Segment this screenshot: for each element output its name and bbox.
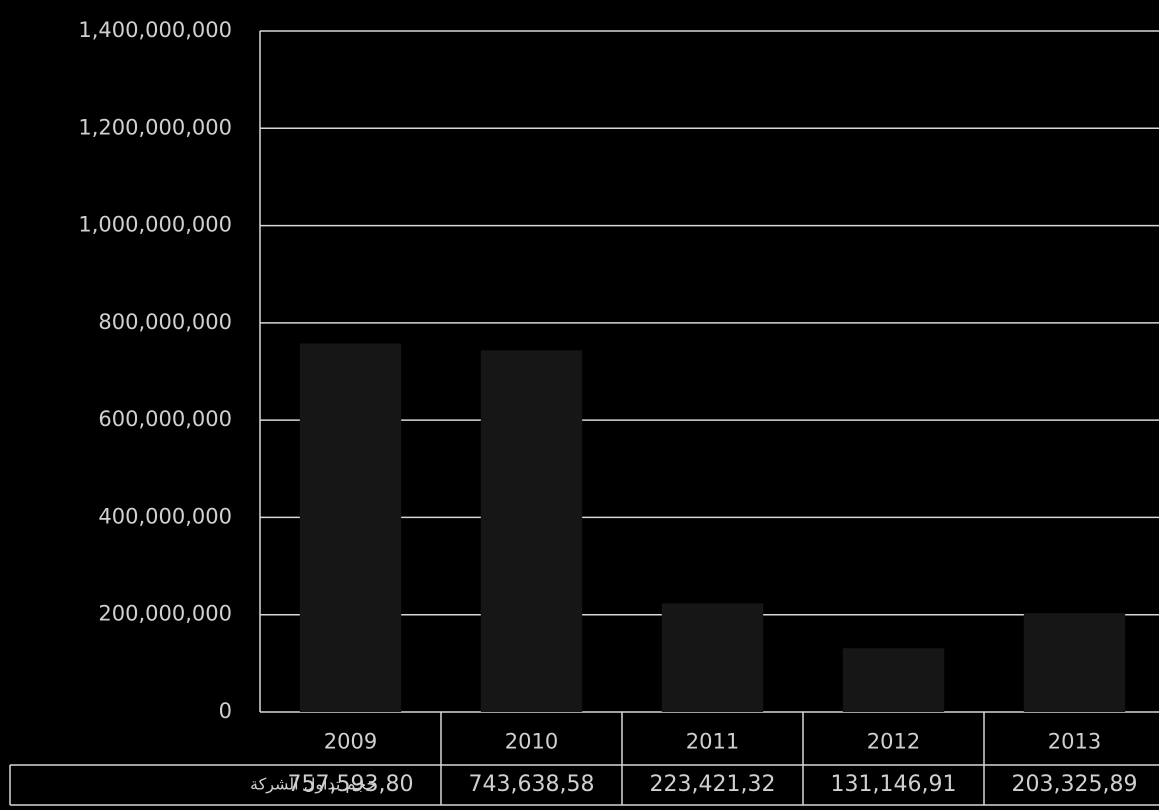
y-tick-label: 1,000,000,000 xyxy=(78,213,232,237)
y-tick-label: 0 xyxy=(219,699,232,723)
y-tick-label: 1,400,000,000 xyxy=(78,18,232,42)
x-tick-label: 2010 xyxy=(505,730,558,754)
legend-label: حجم تداول الشركة xyxy=(250,775,376,795)
x-tick-label: 2011 xyxy=(686,730,739,754)
x-tick-label: 2009 xyxy=(324,730,377,754)
data-label: 223,421,32 xyxy=(650,772,776,797)
bar xyxy=(480,350,583,712)
bar xyxy=(299,343,402,712)
y-tick-label: 600,000,000 xyxy=(98,407,232,431)
bar xyxy=(842,648,945,712)
data-label: 757,593,80 xyxy=(288,772,414,797)
data-label: 203,325,89 xyxy=(1012,772,1138,797)
y-tick-label: 200,000,000 xyxy=(98,602,232,626)
x-tick-label: 2012 xyxy=(867,730,920,754)
data-label: 131,146,91 xyxy=(831,772,957,797)
bar xyxy=(661,603,764,712)
y-tick-label: 400,000,000 xyxy=(98,504,232,528)
x-tick-label: 2013 xyxy=(1048,730,1101,754)
data-label: 743,638,58 xyxy=(469,772,595,797)
bar xyxy=(1023,613,1126,712)
y-tick-label: 800,000,000 xyxy=(98,310,232,334)
y-tick-label: 1,200,000,000 xyxy=(78,115,232,139)
